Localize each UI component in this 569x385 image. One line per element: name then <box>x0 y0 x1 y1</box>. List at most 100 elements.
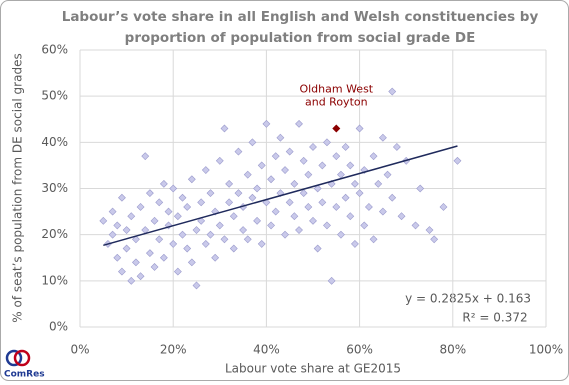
point <box>318 198 327 207</box>
point <box>351 239 359 248</box>
point <box>229 212 238 221</box>
point <box>290 179 299 188</box>
point <box>150 263 159 271</box>
point <box>99 216 108 225</box>
x-tick-label: 60% <box>346 343 373 357</box>
point <box>323 138 331 147</box>
point <box>271 152 280 161</box>
logo: ComRes <box>4 349 45 380</box>
point <box>369 152 378 161</box>
point <box>122 244 131 253</box>
point <box>122 226 131 234</box>
point <box>155 198 164 207</box>
chart-title: Labour’s vote share in all English and W… <box>62 9 539 25</box>
point <box>136 272 145 281</box>
trendline <box>103 145 458 247</box>
point <box>206 189 215 198</box>
point <box>309 216 317 225</box>
point <box>267 175 275 184</box>
x-tick-label: 0% <box>70 343 89 357</box>
point <box>253 216 262 225</box>
point <box>355 124 364 133</box>
point <box>285 147 294 156</box>
point <box>234 147 243 156</box>
point <box>378 133 387 142</box>
point <box>346 161 355 170</box>
point <box>327 276 336 285</box>
point <box>150 216 159 225</box>
point <box>253 184 262 193</box>
point <box>388 193 397 202</box>
point <box>131 258 140 267</box>
point <box>108 207 117 216</box>
point <box>173 267 182 276</box>
point <box>192 281 201 290</box>
point <box>397 212 406 221</box>
x-tick-label: 80% <box>439 343 466 357</box>
logo-text: ComRes <box>4 370 45 380</box>
point <box>183 244 192 253</box>
point <box>351 179 359 188</box>
x-tick-label: 20% <box>160 343 187 357</box>
point <box>425 226 434 234</box>
point <box>341 143 350 151</box>
point <box>355 189 364 198</box>
y-axis-label: % of seat’s population from DE social gr… <box>11 53 25 322</box>
point <box>295 119 303 128</box>
point <box>304 203 313 211</box>
y-tick-label: 10% <box>41 273 68 287</box>
y-tick-label: 60% <box>41 43 68 57</box>
x-tick-label: 40% <box>253 343 280 357</box>
point <box>248 193 257 202</box>
point <box>169 184 178 193</box>
annotation-point <box>332 124 341 133</box>
point <box>234 189 243 198</box>
point <box>118 267 126 276</box>
point <box>304 170 313 179</box>
point <box>243 170 252 179</box>
point <box>145 249 154 258</box>
point <box>290 212 299 221</box>
y-tick-label: 20% <box>41 227 68 241</box>
point <box>341 193 350 202</box>
point <box>378 207 387 216</box>
y-tick-label: 40% <box>41 135 68 149</box>
point <box>388 87 397 96</box>
point <box>411 221 420 230</box>
point <box>225 179 234 188</box>
point <box>369 235 378 244</box>
point <box>360 221 369 230</box>
point <box>113 253 122 262</box>
point <box>248 138 257 147</box>
point <box>127 212 136 221</box>
point <box>276 189 285 198</box>
point <box>178 193 187 202</box>
point <box>243 235 252 244</box>
point <box>285 198 294 207</box>
y-tick-label: 50% <box>41 89 68 103</box>
point <box>145 189 154 198</box>
point <box>155 235 164 244</box>
point <box>211 253 220 262</box>
point <box>206 230 215 239</box>
point <box>299 156 308 165</box>
point <box>332 152 341 161</box>
point <box>220 124 229 133</box>
point <box>346 212 355 221</box>
point <box>267 221 275 230</box>
point <box>159 179 168 188</box>
point <box>178 230 187 239</box>
point <box>169 239 178 248</box>
point <box>453 156 462 165</box>
point <box>257 239 266 248</box>
point <box>215 156 224 165</box>
point <box>318 161 327 170</box>
point <box>295 226 303 234</box>
point <box>220 235 229 244</box>
point <box>201 239 210 248</box>
point <box>239 226 248 234</box>
point <box>183 203 192 211</box>
point <box>374 179 383 188</box>
annotation-label: and Royton <box>305 95 368 108</box>
